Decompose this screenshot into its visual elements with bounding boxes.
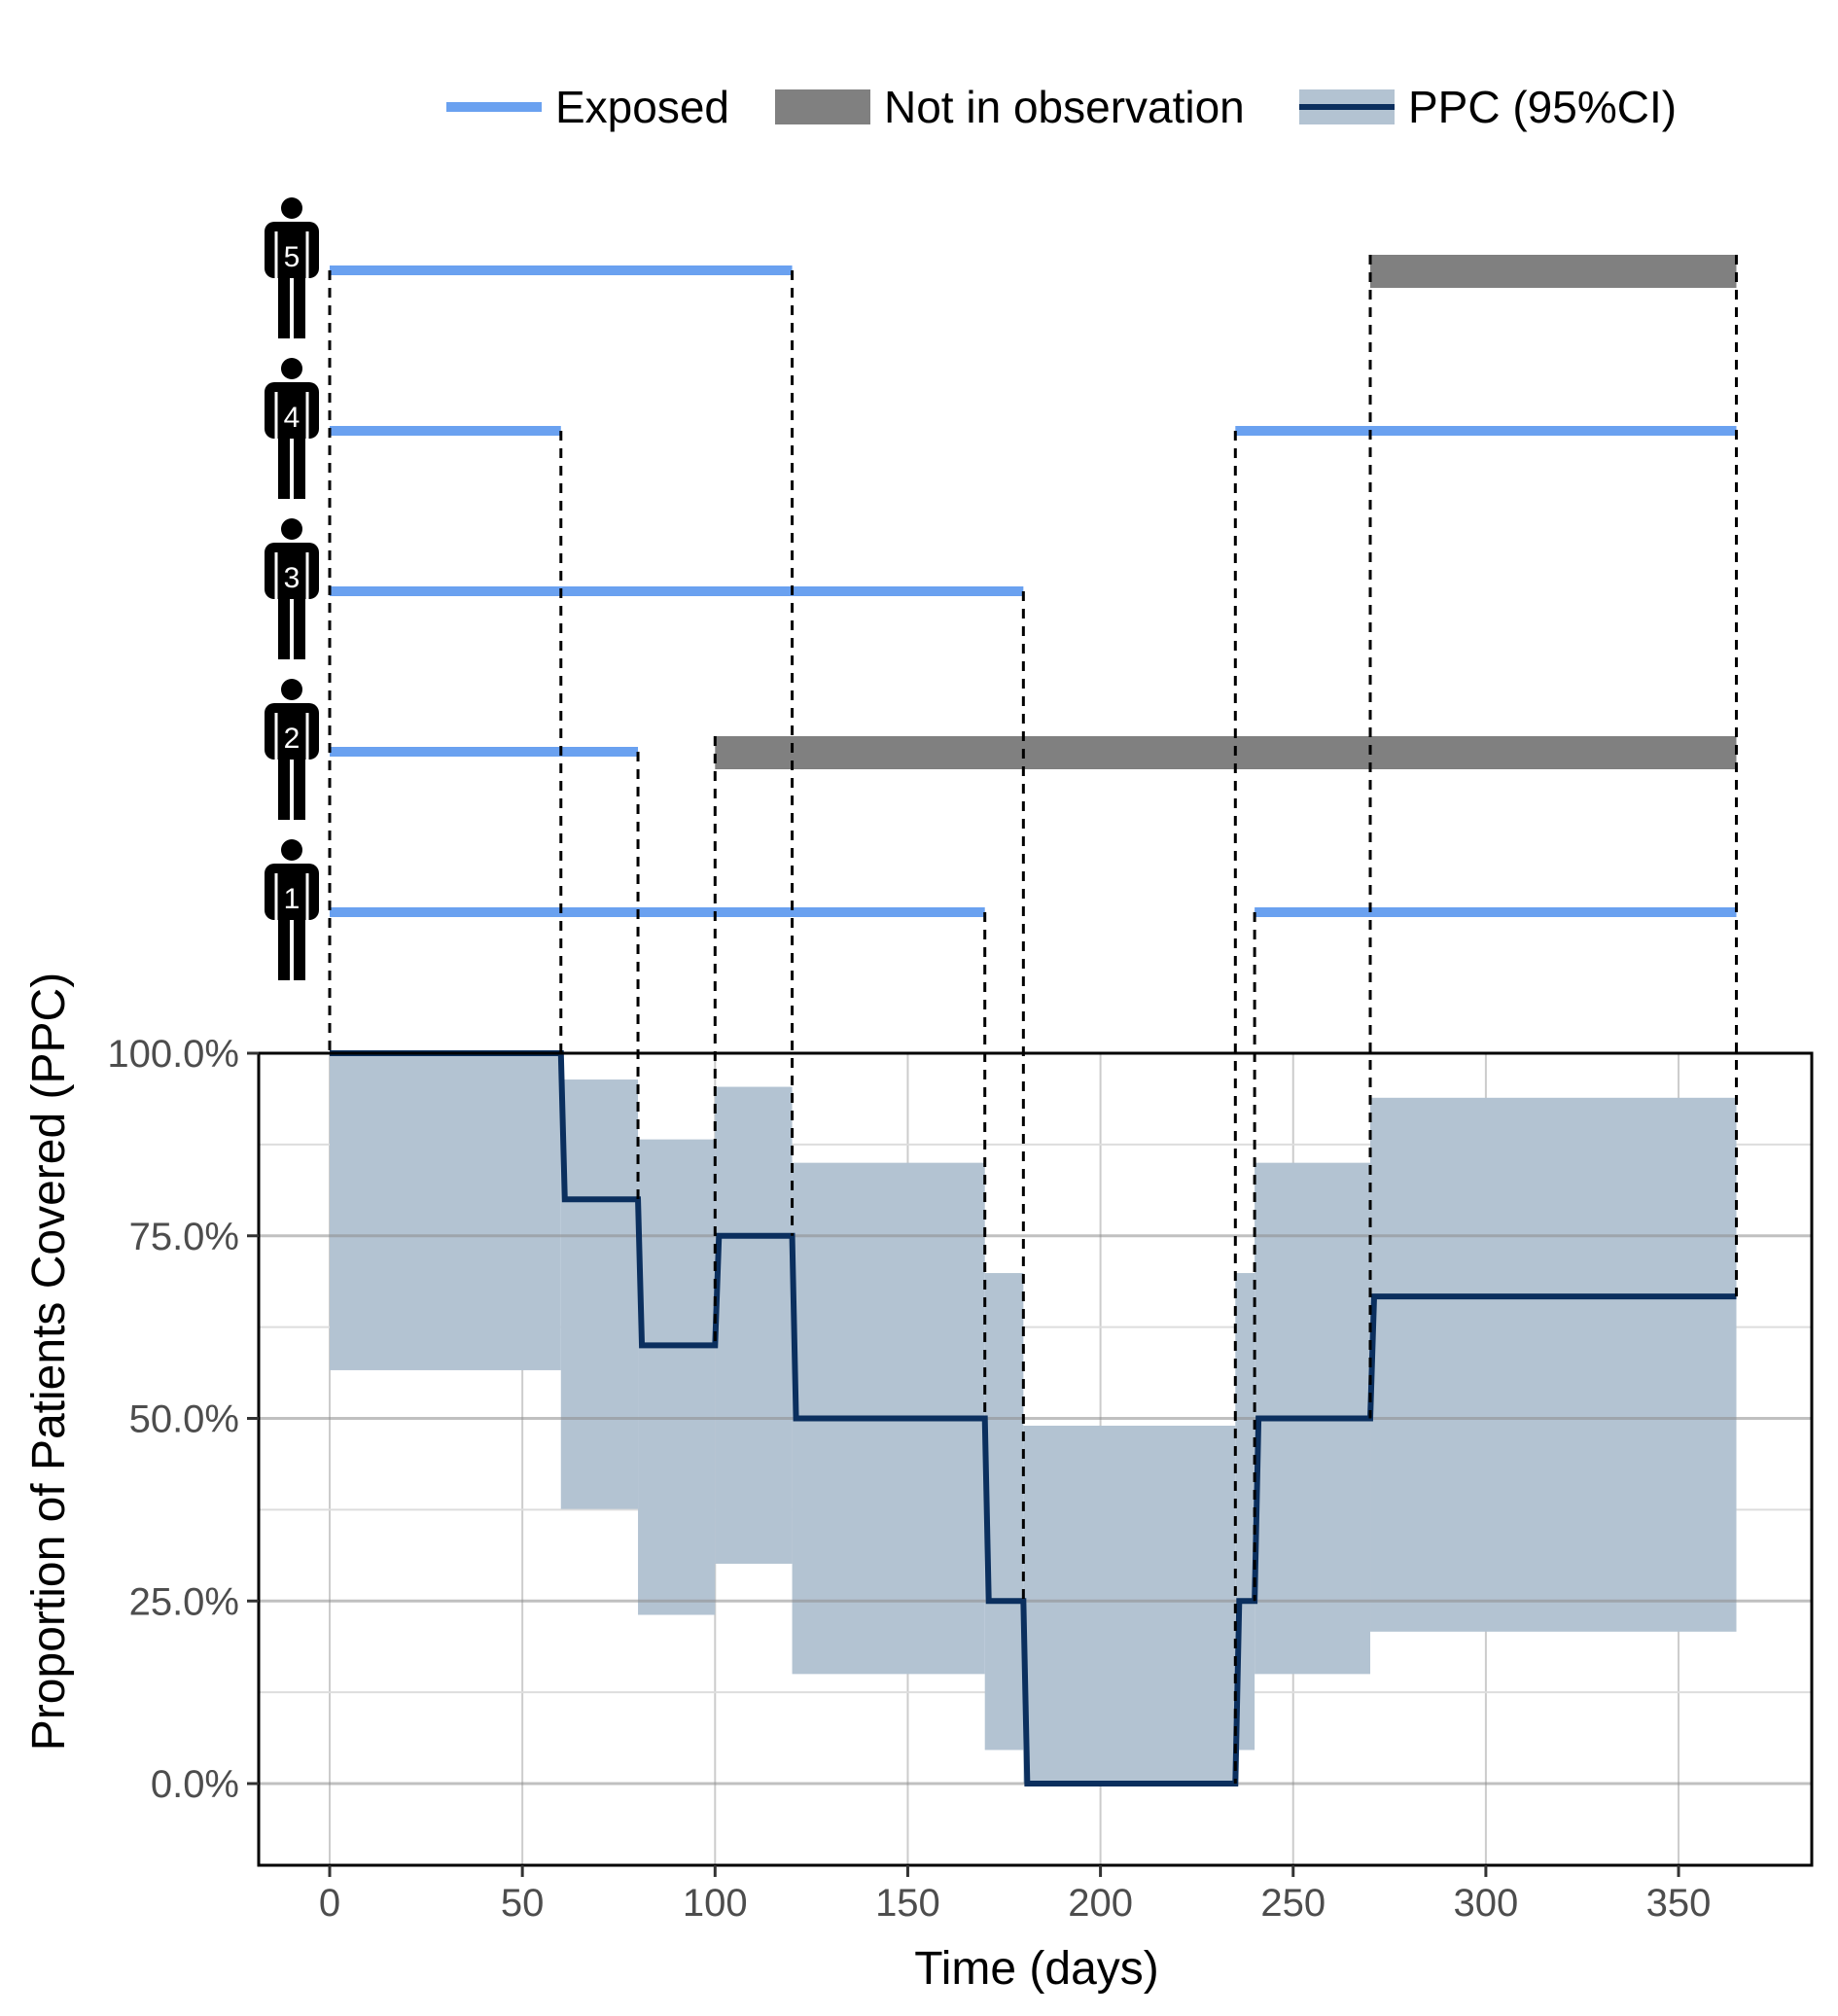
legend-label: PPC (95%CI) — [1408, 82, 1677, 132]
panel-border — [257, 1051, 1814, 1867]
ppc-line — [330, 1050, 1737, 1786]
x-tick-label: 100 — [683, 1882, 748, 1925]
x-tick-label: 0 — [319, 1882, 340, 1925]
event-dashed-lines — [328, 255, 1738, 1784]
x-tick-label: 50 — [501, 1882, 545, 1925]
legend-key-not-in-observation — [775, 89, 870, 124]
legend: Exposed Not in observation PPC (95%CI) — [446, 82, 1677, 132]
patient-number: 1 — [284, 883, 300, 915]
x-tick-label: 350 — [1646, 1882, 1712, 1925]
patient-number: 3 — [284, 562, 300, 594]
ppc-line-layer — [330, 1050, 1737, 1786]
x-axis-title: Time (days) — [914, 1943, 1159, 1995]
patient-timelines: 1 2 3 4 5 — [265, 197, 1737, 980]
patient-number: 5 — [284, 241, 300, 273]
x-tick-label: 300 — [1454, 1882, 1519, 1925]
y-tick-label: 100.0% — [107, 1033, 239, 1076]
patient-row-4: 4 — [265, 358, 1737, 499]
patient-row-2: 2 — [265, 679, 1737, 820]
ci-band-segment — [1023, 1426, 1236, 1784]
not-in-observation-bar — [1370, 255, 1737, 288]
ci-band-segment — [1370, 1097, 1737, 1632]
legend-item-1: Exposed — [446, 82, 729, 132]
x-tick-label: 150 — [875, 1882, 940, 1925]
ci-band-segment — [638, 1139, 716, 1615]
y-axis-title: Proportion of Patients Covered (PPC) — [23, 973, 75, 1751]
person-icon: 2 — [265, 679, 319, 820]
patient-row-5: 5 — [265, 197, 1737, 338]
person-icon: 4 — [265, 358, 319, 499]
legend-label: Not in observation — [884, 82, 1245, 132]
not-in-observation-bar — [715, 736, 1737, 769]
x-tick-label: 250 — [1260, 1882, 1325, 1925]
y-tick-label: 50.0% — [129, 1398, 239, 1441]
ppc-ci-band — [330, 1053, 1737, 1784]
y-tick-label: 0.0% — [151, 1763, 239, 1806]
ci-band-segment — [330, 1053, 561, 1370]
legend-label: Exposed — [555, 82, 729, 132]
patient-number: 2 — [284, 723, 300, 755]
axes: 0 50 100 150 200 250 300 350 0.0% 25.0% 50.0% 75.0%… — [107, 1033, 1814, 1925]
person-icon: 1 — [265, 839, 319, 980]
patient-row-3: 3 — [265, 518, 1024, 659]
patient-row-1: 1 — [265, 839, 1737, 980]
ci-band-segment — [715, 1086, 793, 1564]
x-tick-label: 200 — [1068, 1882, 1133, 1925]
legend-item-3: PPC (95%CI) — [1299, 82, 1677, 132]
ci-band-segment — [560, 1079, 639, 1509]
person-icon: 3 — [265, 518, 319, 659]
person-icon: 5 — [265, 197, 319, 338]
patient-number: 4 — [284, 402, 300, 434]
legend-item-2: Not in observation — [775, 82, 1245, 132]
y-tick-label: 75.0% — [129, 1216, 239, 1258]
y-tick-label: 25.0% — [129, 1580, 239, 1623]
ci-band-segment — [984, 1273, 1024, 1751]
